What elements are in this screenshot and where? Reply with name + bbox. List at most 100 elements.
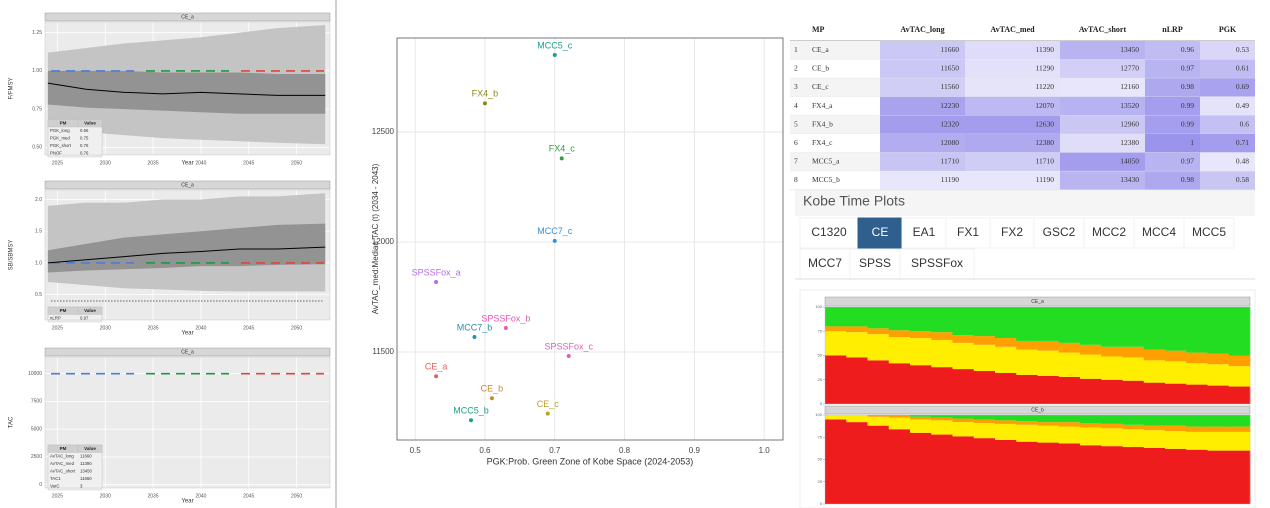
strip-title: CE_a <box>181 182 194 188</box>
table-cell: CE_b <box>812 64 829 73</box>
kobe-segment <box>952 335 975 343</box>
kobe-segment <box>1058 415 1081 423</box>
kobe-segment <box>973 371 996 404</box>
strip <box>824 296 1251 307</box>
tab[interactable] <box>799 217 859 249</box>
inset-cell: 11390 <box>80 461 92 466</box>
inset-cell: 13450 <box>80 468 93 473</box>
table-cell: 0.48 <box>1236 157 1249 166</box>
tab-label[interactable]: EA1 <box>913 225 936 239</box>
x-tick-label: 0.7 <box>549 446 561 455</box>
table-cell-shade <box>1200 59 1255 79</box>
table-cell-shade <box>880 41 965 60</box>
tab[interactable] <box>799 248 851 280</box>
tab-label[interactable]: FX2 <box>1001 225 1023 239</box>
kobe-segment <box>846 415 868 423</box>
kobe-segment <box>1080 423 1102 428</box>
kobe-segment <box>888 429 911 504</box>
table-cell: 0.99 <box>1181 119 1194 128</box>
kobe-segment <box>1080 354 1102 379</box>
tab-label[interactable]: MCC7 <box>808 256 842 270</box>
kobe-segment <box>825 419 847 504</box>
x-tick-label: 2025 <box>52 325 63 331</box>
kobe-segment <box>995 420 1017 424</box>
x-tick-label: 0.6 <box>479 446 491 455</box>
point <box>489 396 494 401</box>
tab[interactable] <box>1183 217 1235 249</box>
kobe-segment <box>1186 352 1208 364</box>
inset-header: PM <box>60 308 67 313</box>
kobe-segment <box>888 337 911 364</box>
tab[interactable] <box>1133 217 1185 249</box>
kobe-segment <box>1122 424 1145 430</box>
table-cell-shade <box>1060 171 1145 190</box>
tab-label[interactable]: GSC2 <box>1043 225 1076 239</box>
y-tick-label: 25 <box>818 479 823 484</box>
kobe-segment <box>1186 384 1208 404</box>
x-tick-label: 2040 <box>195 493 206 499</box>
kobe-segment <box>867 307 890 329</box>
table-cell-shade <box>1060 96 1145 116</box>
inset-header-cell <box>77 119 103 128</box>
tab[interactable] <box>945 217 991 249</box>
table-cell: 13430 <box>1120 175 1139 184</box>
y-tick-label: 75 <box>818 434 823 439</box>
tab-label[interactable]: C1320 <box>811 225 847 239</box>
kobe-segment <box>952 436 975 504</box>
tab[interactable] <box>1033 217 1085 249</box>
kobe-segment <box>995 372 1017 404</box>
inset-cell: TAC1 <box>50 476 61 481</box>
x-tick-label: 2035 <box>148 325 159 331</box>
kobe-segment <box>1101 346 1123 357</box>
kobe-segment <box>1122 447 1145 504</box>
kobe-segment <box>1037 340 1060 351</box>
tab-label[interactable]: SPSS <box>859 256 891 270</box>
kobe-segment <box>1122 307 1145 347</box>
kobe-segment <box>1058 422 1081 427</box>
inset-cell: PGK_med <box>50 135 70 140</box>
kobe-segment <box>995 307 1017 339</box>
kobe-segment <box>910 415 932 417</box>
tab-label[interactable]: MCC2 <box>1092 225 1126 239</box>
table-cell-shade <box>1145 78 1200 97</box>
kobe-segment <box>1016 349 1038 375</box>
kobe-segment <box>973 336 996 345</box>
kobe-segment <box>1143 307 1166 350</box>
kobe-segment <box>1165 350 1187 362</box>
kobe-segment <box>888 417 911 430</box>
x-tick-label: 0.9 <box>689 446 701 455</box>
tab-label[interactable]: FX1 <box>957 225 979 239</box>
tab[interactable] <box>849 248 901 280</box>
table-cell-shade <box>1145 59 1200 79</box>
tab-label[interactable]: SPSSFox <box>911 256 963 270</box>
tab-label[interactable]: CE <box>872 225 889 239</box>
y-tick-label: 10000 <box>28 371 42 377</box>
tab-label[interactable]: MCC5 <box>1192 225 1226 239</box>
table-cell: 12380 <box>1120 138 1139 147</box>
inset-cell: nLRP <box>50 315 61 320</box>
kobe-segment <box>1207 426 1230 432</box>
y-tick-label: 2.0 <box>35 197 42 203</box>
table-cell: 0.61 <box>1236 64 1249 73</box>
y-axis-label: F/FMSY <box>9 78 15 100</box>
inset-cell: PGK_long <box>50 128 70 133</box>
kobe-segment <box>931 367 953 404</box>
table-cell: 6 <box>794 138 798 147</box>
kobe-segment <box>1228 307 1251 356</box>
table-cell-shade <box>965 171 1060 190</box>
tab[interactable] <box>1083 217 1135 249</box>
kobe-segment <box>1122 415 1145 425</box>
tab[interactable] <box>857 217 903 249</box>
kobe-segment <box>931 332 953 340</box>
kobe-segment <box>1101 356 1123 380</box>
x-tick-label: 2025 <box>52 160 63 166</box>
kobe-segment <box>1080 415 1102 424</box>
table-cell: 11650 <box>941 64 960 73</box>
y-tick-label: 0.50 <box>32 145 42 151</box>
tab[interactable] <box>899 248 975 280</box>
tab-label[interactable]: MCC4 <box>1142 225 1176 239</box>
kobe-segment <box>867 415 890 417</box>
kobe-segment <box>973 415 996 420</box>
point <box>545 411 550 416</box>
